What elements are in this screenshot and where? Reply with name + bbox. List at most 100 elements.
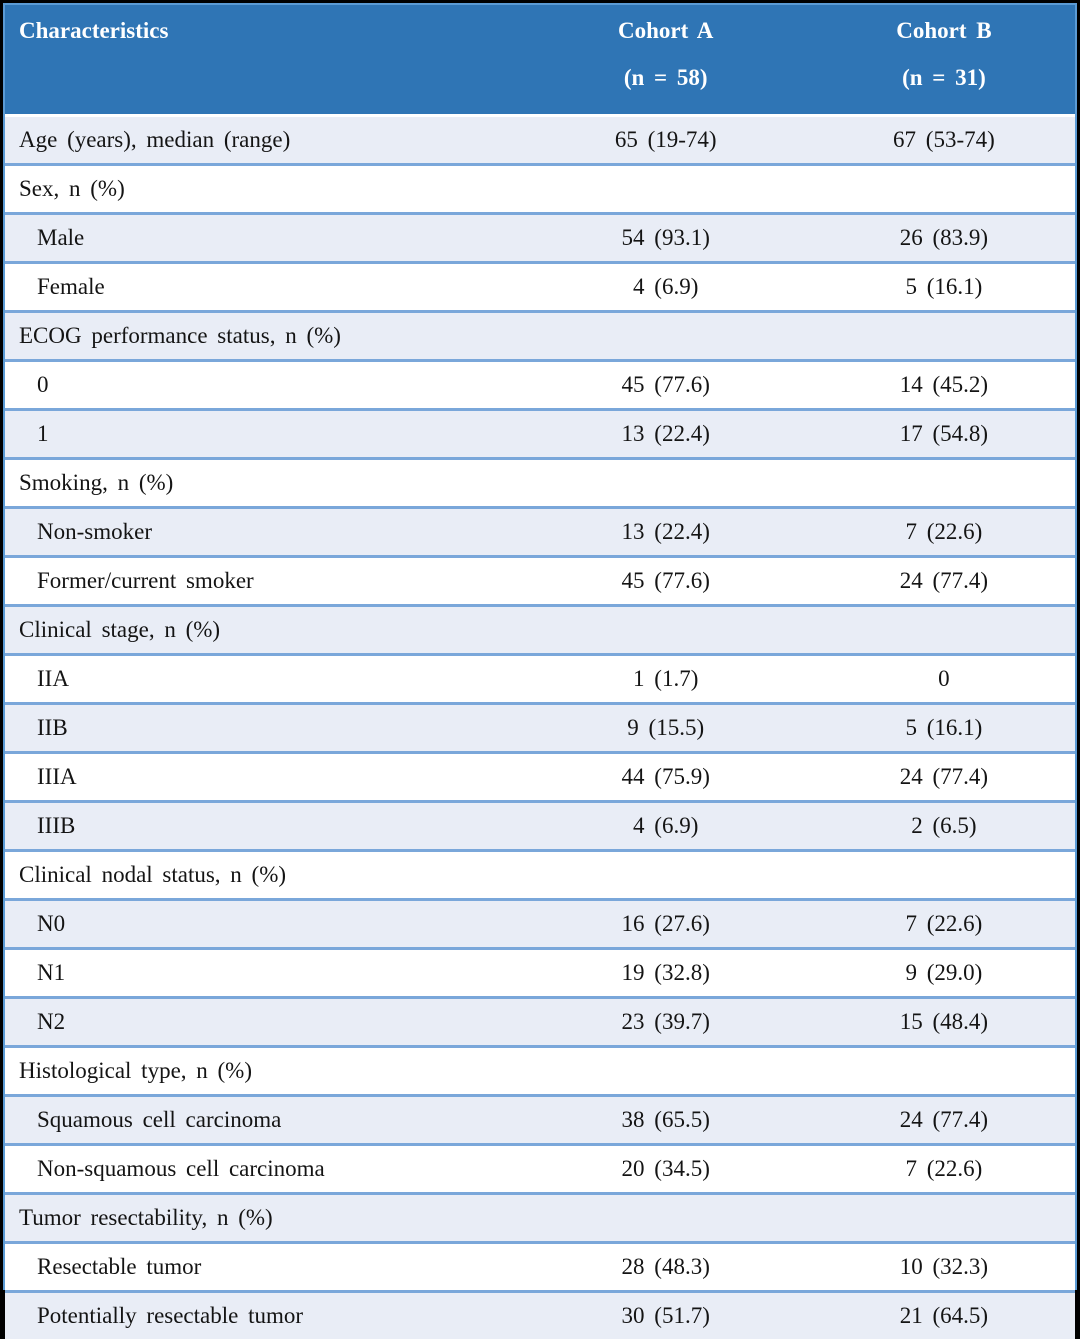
table-row: Smoking, n (%) xyxy=(5,459,1075,508)
row-label: Former/current smoker xyxy=(5,557,519,606)
cohort-b-value: 5 (16.1) xyxy=(813,704,1075,753)
table-row: ECOG performance status, n (%) xyxy=(5,312,1075,361)
table-row: Non-smoker 13 (22.4) 7 (22.6) xyxy=(5,508,1075,557)
header-row: Characteristics Cohort A (n = 58) Cohort… xyxy=(5,5,1075,116)
cohort-b-value: 5 (16.1) xyxy=(813,263,1075,312)
cohort-b-value: 7 (22.6) xyxy=(813,1145,1075,1194)
cohort-b-value: 26 (83.9) xyxy=(813,214,1075,263)
cohort-a-value xyxy=(519,459,813,508)
table-body: Age (years), median (range) 65 (19-74) 6… xyxy=(5,116,1075,1339)
cohort-b-label: Cohort B xyxy=(814,19,1074,42)
row-label: Histological type, n (%) xyxy=(5,1047,519,1096)
cohort-a-value: 45 (77.6) xyxy=(519,361,813,410)
table-row: Potentially resectable tumor 30 (51.7) 2… xyxy=(5,1292,1075,1339)
cohort-b-value: 24 (77.4) xyxy=(813,557,1075,606)
row-label: Female xyxy=(5,263,519,312)
row-label: IIIB xyxy=(5,802,519,851)
cohort-a-value xyxy=(519,1194,813,1243)
cohort-a-value: 16 (27.6) xyxy=(519,900,813,949)
cohort-a-value: 23 (39.7) xyxy=(519,998,813,1047)
table-frame: Characteristics Cohort A (n = 58) Cohort… xyxy=(3,3,1077,1290)
table-row: Age (years), median (range) 65 (19-74) 6… xyxy=(5,116,1075,165)
row-label: Clinical stage, n (%) xyxy=(5,606,519,655)
cohort-b-value xyxy=(813,312,1075,361)
cohort-b-value: 10 (32.3) xyxy=(813,1243,1075,1292)
col-header-cohort-b: Cohort B (n = 31) xyxy=(813,5,1075,116)
cohort-a-label: Cohort A xyxy=(520,19,812,42)
row-label: Squamous cell carcinoma xyxy=(5,1096,519,1145)
table-row: 1 13 (22.4) 17 (54.8) xyxy=(5,410,1075,459)
cohort-b-value: 15 (48.4) xyxy=(813,998,1075,1047)
cohort-a-value: 65 (19-74) xyxy=(519,116,813,165)
row-label: ECOG performance status, n (%) xyxy=(5,312,519,361)
cohort-a-value: 4 (6.9) xyxy=(519,263,813,312)
row-label: Sex, n (%) xyxy=(5,165,519,214)
row-label: Non-smoker xyxy=(5,508,519,557)
cohort-b-value: 0 xyxy=(813,655,1075,704)
cohort-a-value: 44 (75.9) xyxy=(519,753,813,802)
cohort-b-value xyxy=(813,606,1075,655)
table-row: Clinical stage, n (%) xyxy=(5,606,1075,655)
table-row: N0 16 (27.6) 7 (22.6) xyxy=(5,900,1075,949)
cohort-b-value: 7 (22.6) xyxy=(813,900,1075,949)
cohort-a-value: 13 (22.4) xyxy=(519,508,813,557)
cohort-a-n: (n = 58) xyxy=(520,66,812,89)
cohort-b-value xyxy=(813,1047,1075,1096)
cohort-b-value xyxy=(813,1194,1075,1243)
col-header-characteristics: Characteristics xyxy=(5,5,519,116)
table-row: Former/current smoker 45 (77.6) 24 (77.4… xyxy=(5,557,1075,606)
cohort-b-value: 7 (22.6) xyxy=(813,508,1075,557)
row-label: Clinical nodal status, n (%) xyxy=(5,851,519,900)
cohort-b-value: 67 (53-74) xyxy=(813,116,1075,165)
row-label: 1 xyxy=(5,410,519,459)
cohort-b-n: (n = 31) xyxy=(814,66,1074,89)
cohort-a-value: 54 (93.1) xyxy=(519,214,813,263)
cohort-a-value: 19 (32.8) xyxy=(519,949,813,998)
row-label: Non-squamous cell carcinoma xyxy=(5,1145,519,1194)
table-row: Female 4 (6.9) 5 (16.1) xyxy=(5,263,1075,312)
cohort-a-value xyxy=(519,165,813,214)
table-row: Sex, n (%) xyxy=(5,165,1075,214)
cohort-a-value xyxy=(519,1047,813,1096)
cohort-b-value: 14 (45.2) xyxy=(813,361,1075,410)
row-label: Male xyxy=(5,214,519,263)
cohort-b-value: 17 (54.8) xyxy=(813,410,1075,459)
table-row: Resectable tumor 28 (48.3) 10 (32.3) xyxy=(5,1243,1075,1292)
table-row: IIIB 4 (6.9) 2 (6.5) xyxy=(5,802,1075,851)
cohort-a-value: 30 (51.7) xyxy=(519,1292,813,1339)
row-label: Potentially resectable tumor xyxy=(5,1292,519,1339)
cohort-a-value xyxy=(519,851,813,900)
cohort-a-value: 9 (15.5) xyxy=(519,704,813,753)
row-label: N1 xyxy=(5,949,519,998)
table-row: Non-squamous cell carcinoma 20 (34.5) 7 … xyxy=(5,1145,1075,1194)
row-label: IIB xyxy=(5,704,519,753)
row-label: Tumor resectability, n (%) xyxy=(5,1194,519,1243)
table-row: N2 23 (39.7) 15 (48.4) xyxy=(5,998,1075,1047)
row-label: Age (years), median (range) xyxy=(5,116,519,165)
cohort-b-value xyxy=(813,851,1075,900)
cohort-a-value: 4 (6.9) xyxy=(519,802,813,851)
table-header: Characteristics Cohort A (n = 58) Cohort… xyxy=(5,5,1075,116)
table-row: Tumor resectability, n (%) xyxy=(5,1194,1075,1243)
table-row: N1 19 (32.8) 9 (29.0) xyxy=(5,949,1075,998)
row-label: Resectable tumor xyxy=(5,1243,519,1292)
cohort-b-value: 24 (77.4) xyxy=(813,753,1075,802)
table-row: 0 45 (77.6) 14 (45.2) xyxy=(5,361,1075,410)
table-row: Clinical nodal status, n (%) xyxy=(5,851,1075,900)
row-label: IIIA xyxy=(5,753,519,802)
table-row: IIA 1 (1.7) 0 xyxy=(5,655,1075,704)
cohort-a-value xyxy=(519,312,813,361)
row-label: N0 xyxy=(5,900,519,949)
cohort-a-value: 1 (1.7) xyxy=(519,655,813,704)
table-row: Male 54 (93.1) 26 (83.9) xyxy=(5,214,1075,263)
col-header-cohort-a: Cohort A (n = 58) xyxy=(519,5,813,116)
cohort-a-value: 28 (48.3) xyxy=(519,1243,813,1292)
cohort-b-value: 24 (77.4) xyxy=(813,1096,1075,1145)
cohort-a-value xyxy=(519,606,813,655)
table-row: Squamous cell carcinoma 38 (65.5) 24 (77… xyxy=(5,1096,1075,1145)
row-label: 0 xyxy=(5,361,519,410)
table-row: Histological type, n (%) xyxy=(5,1047,1075,1096)
row-label: Smoking, n (%) xyxy=(5,459,519,508)
cohort-a-value: 20 (34.5) xyxy=(519,1145,813,1194)
cohort-b-value: 2 (6.5) xyxy=(813,802,1075,851)
